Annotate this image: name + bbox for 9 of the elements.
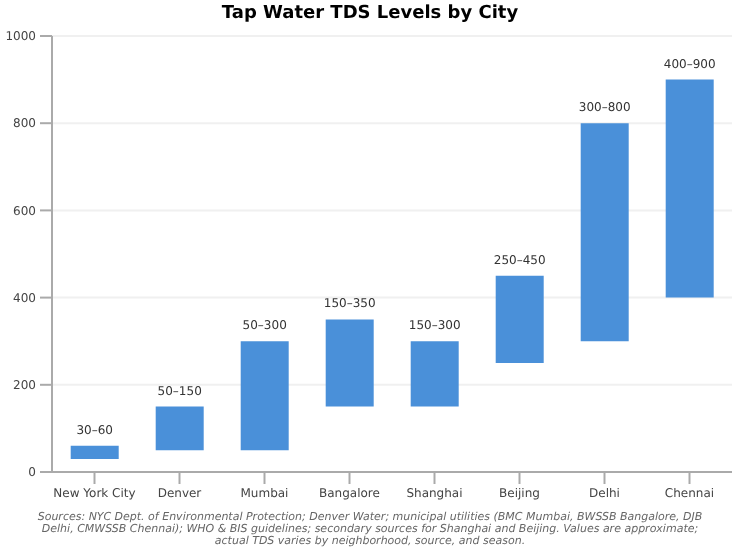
bar: [410, 341, 459, 407]
bar: [580, 123, 629, 342]
bar: [70, 445, 119, 459]
bar: [495, 275, 544, 363]
bar: [155, 406, 204, 451]
chart-title: Tap Water TDS Levels by City: [219, 4, 521, 28]
bar: [240, 341, 289, 451]
bar: [665, 79, 714, 298]
bar: [325, 319, 374, 407]
